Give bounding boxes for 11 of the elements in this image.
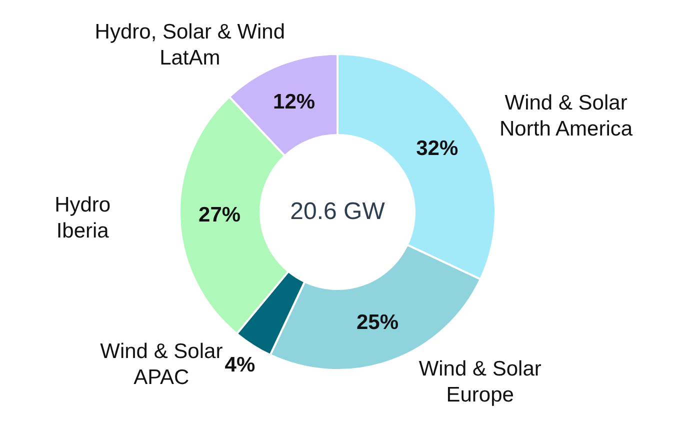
slice-label: Wind & Solar Europe xyxy=(418,357,542,406)
text: 20.6 GW xyxy=(290,198,386,225)
slice-label: Hydro Iberia xyxy=(54,194,111,243)
data-label: 25% xyxy=(356,311,399,334)
slice-label: Wind & Solar North America xyxy=(500,92,633,141)
slice-label: Hydro, Solar & Wind LatAm xyxy=(94,20,286,70)
data-label: 12% xyxy=(273,90,316,114)
slice-label: Wind & Solar APAC xyxy=(100,340,223,389)
data-label: 27% xyxy=(198,204,241,227)
data-label: 4% xyxy=(224,354,256,377)
data-label: 32% xyxy=(416,136,458,160)
